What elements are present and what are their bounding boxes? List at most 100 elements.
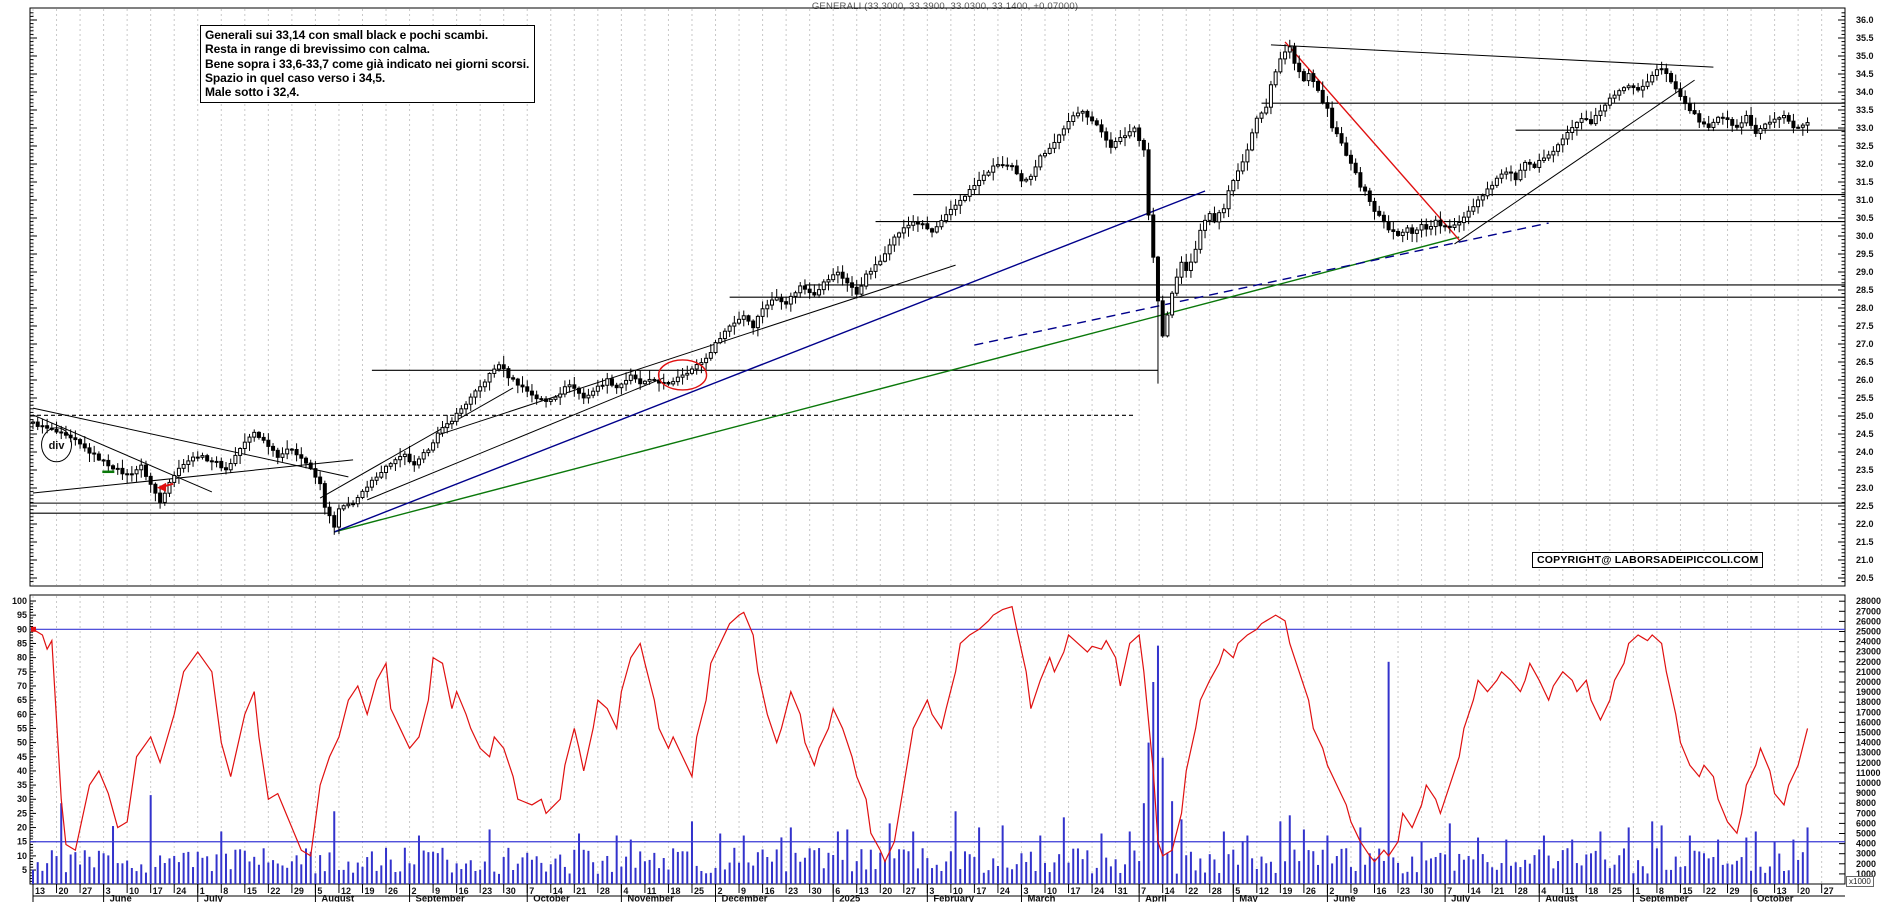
highlight-ellipse xyxy=(657,359,708,391)
svg-text:27: 27 xyxy=(1824,886,1834,896)
svg-text:19000: 19000 xyxy=(1856,687,1881,697)
svg-text:1000: 1000 xyxy=(1856,869,1876,879)
svg-text:15: 15 xyxy=(17,837,27,847)
svg-text:1: 1 xyxy=(200,886,205,896)
svg-text:30.5: 30.5 xyxy=(1856,213,1874,223)
svg-text:August: August xyxy=(1545,894,1579,902)
svg-text:2: 2 xyxy=(1329,886,1334,896)
support-resistance-levels xyxy=(30,102,1845,514)
oscillator-start-marker xyxy=(31,626,36,632)
svg-text:9: 9 xyxy=(1353,886,1358,896)
svg-text:12: 12 xyxy=(1259,886,1269,896)
svg-text:10: 10 xyxy=(953,886,963,896)
svg-text:6: 6 xyxy=(835,886,840,896)
svg-text:15: 15 xyxy=(1682,886,1692,896)
svg-text:2: 2 xyxy=(412,886,417,896)
svg-text:9000: 9000 xyxy=(1856,788,1876,798)
svg-text:18: 18 xyxy=(670,886,680,896)
svg-text:29: 29 xyxy=(294,886,304,896)
svg-text:October: October xyxy=(1757,894,1794,902)
chart-markers: div xyxy=(41,359,708,492)
svg-text:27.5: 27.5 xyxy=(1856,321,1874,331)
svg-text:20: 20 xyxy=(1800,886,1810,896)
svg-text:24: 24 xyxy=(176,886,186,896)
svg-text:November: November xyxy=(627,894,674,902)
svg-text:17: 17 xyxy=(1071,886,1081,896)
svg-text:October: October xyxy=(533,894,570,902)
svg-text:23: 23 xyxy=(482,886,492,896)
svg-text:28000: 28000 xyxy=(1856,596,1881,606)
svg-text:13: 13 xyxy=(859,886,869,896)
svg-text:80: 80 xyxy=(17,653,27,663)
svg-text:5: 5 xyxy=(22,865,27,875)
svg-text:11: 11 xyxy=(1565,886,1575,896)
svg-text:14000: 14000 xyxy=(1856,738,1881,748)
svg-text:90: 90 xyxy=(17,624,27,634)
svg-text:7: 7 xyxy=(1447,886,1452,896)
svg-text:September: September xyxy=(1639,894,1688,902)
svg-text:5: 5 xyxy=(1235,886,1240,896)
svg-text:24: 24 xyxy=(1000,886,1010,896)
svg-text:15: 15 xyxy=(247,886,257,896)
svg-text:24000: 24000 xyxy=(1856,637,1881,647)
note-line: Bene sopra i 33,6-33,7 come già indicato… xyxy=(205,56,530,71)
volume-axis: 1000200030004000500060007000800090001000… xyxy=(1839,596,1881,879)
svg-text:23: 23 xyxy=(788,886,798,896)
svg-text:13000: 13000 xyxy=(1856,748,1881,758)
svg-text:19: 19 xyxy=(364,886,374,896)
svg-text:20000: 20000 xyxy=(1856,677,1881,687)
svg-text:50: 50 xyxy=(17,738,27,748)
svg-text:7: 7 xyxy=(1141,886,1146,896)
svg-text:30.0: 30.0 xyxy=(1856,231,1874,241)
svg-text:28: 28 xyxy=(1212,886,1222,896)
trendlines xyxy=(32,41,1714,533)
svg-text:December: December xyxy=(722,894,768,902)
svg-text:16: 16 xyxy=(765,886,775,896)
svg-text:13: 13 xyxy=(35,886,45,896)
svg-text:27: 27 xyxy=(82,886,92,896)
svg-text:25: 25 xyxy=(17,808,27,818)
svg-text:27.0: 27.0 xyxy=(1856,339,1874,349)
svg-text:September: September xyxy=(416,894,465,902)
svg-text:20: 20 xyxy=(17,823,27,833)
svg-text:8000: 8000 xyxy=(1856,798,1876,808)
svg-text:26000: 26000 xyxy=(1856,616,1881,626)
svg-text:32.5: 32.5 xyxy=(1856,141,1874,151)
oscillator-line xyxy=(32,605,1809,864)
svg-text:13: 13 xyxy=(1777,886,1787,896)
svg-text:21.5: 21.5 xyxy=(1856,537,1874,547)
copyright-label: COPYRIGHT@ LABORSADEIPICCOLI.COM xyxy=(1532,552,1764,568)
svg-text:35.5: 35.5 xyxy=(1856,33,1874,43)
svg-text:7: 7 xyxy=(529,886,534,896)
svg-text:95: 95 xyxy=(17,610,27,620)
svg-text:27000: 27000 xyxy=(1856,606,1881,616)
svg-text:9: 9 xyxy=(741,886,746,896)
svg-text:30: 30 xyxy=(506,886,516,896)
svg-text:3000: 3000 xyxy=(1856,849,1876,859)
svg-text:33.5: 33.5 xyxy=(1856,105,1874,115)
price-axis: 20.5 21.0 21.5 22.0 22.5 23.0 23.5 24.0 24.5 25.0… xyxy=(30,12,1874,583)
svg-text:18000: 18000 xyxy=(1856,697,1881,707)
date-axis: 13 20 27 3 10 17 24 1 8 15 22 29 5 12 19 26 2 9 16 23 30 7 14 2… xyxy=(30,883,1845,902)
svg-text:60: 60 xyxy=(17,709,27,719)
svg-text:April: April xyxy=(1145,894,1167,902)
note-line: Male sotto i 32,4. xyxy=(205,85,300,100)
svg-text:25: 25 xyxy=(1612,886,1622,896)
svg-text:25.5: 25.5 xyxy=(1856,393,1874,403)
svg-text:22000: 22000 xyxy=(1856,657,1881,667)
svg-text:35: 35 xyxy=(17,780,27,790)
svg-text:25: 25 xyxy=(694,886,704,896)
svg-text:21: 21 xyxy=(576,886,586,896)
svg-text:20.5: 20.5 xyxy=(1856,573,1874,583)
svg-text:31.5: 31.5 xyxy=(1856,177,1874,187)
svg-text:24.0: 24.0 xyxy=(1856,447,1874,457)
note-line: Spazio in quel caso verso i 34,5. xyxy=(205,70,386,85)
svg-text:6000: 6000 xyxy=(1856,818,1876,828)
svg-text:June: June xyxy=(1333,894,1355,902)
svg-text:June: June xyxy=(110,894,132,902)
svg-text:40: 40 xyxy=(17,766,27,776)
svg-text:21: 21 xyxy=(1494,886,1504,896)
svg-text:31.0: 31.0 xyxy=(1856,195,1874,205)
